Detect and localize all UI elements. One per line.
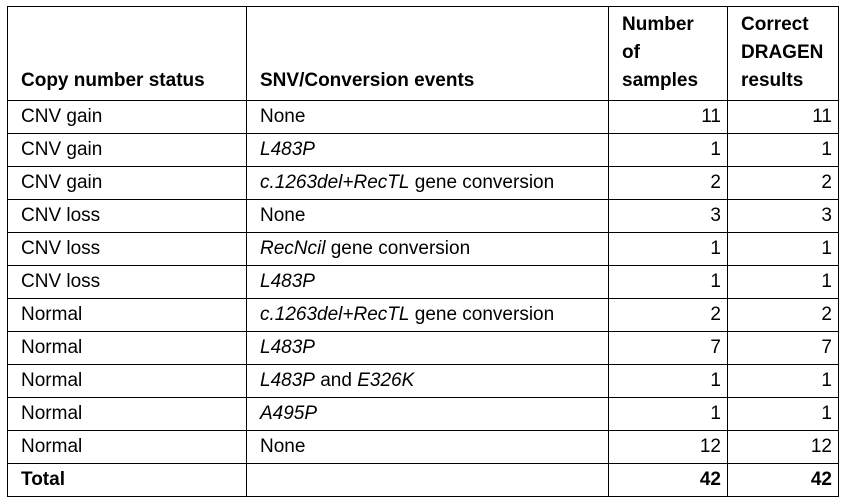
event-text: gene conversion <box>409 171 555 193</box>
num-samples-cell: 1 <box>608 232 728 266</box>
header-line: Correct <box>741 14 809 35</box>
num-samples-cell: 2 <box>608 298 728 332</box>
correct-dragen-cell: 1 <box>727 397 839 431</box>
table-row: Normal L483P 7 7 <box>7 331 839 365</box>
correct-dragen-cell: 12 <box>727 430 839 464</box>
gene-variant-text: A495P <box>260 402 318 424</box>
correct-dragen-cell: 1 <box>727 265 839 299</box>
event-text: None <box>260 204 306 226</box>
gene-variant-text: c.1263del+RecTL <box>260 303 410 325</box>
copy-number-status-cell: CNV gain <box>7 100 247 134</box>
dragen-validation-table: Copy number status SNV/Conversion events N… <box>7 6 839 497</box>
header-line: Copy number status <box>21 70 205 91</box>
total-correct-dragen-cell: 42 <box>727 463 839 497</box>
copy-number-status-cell: Normal <box>7 331 247 365</box>
header-line: DRAGEN <box>741 42 824 63</box>
copy-number-status-cell: Normal <box>7 364 247 398</box>
snv-events-cell: c.1263del+RecTL gene conversion <box>246 166 609 200</box>
table-header: Copy number status SNV/Conversion events N… <box>7 6 839 101</box>
snv-events-cell: c.1263del+RecTL gene conversion <box>246 298 609 332</box>
gene-variant-text: L483P <box>260 336 315 358</box>
snv-events-cell: L483P and E326K <box>246 364 609 398</box>
num-samples-cell: 7 <box>608 331 728 365</box>
snv-events-cell: None <box>246 100 609 134</box>
table-row: CNV loss L483P 1 1 <box>7 265 839 299</box>
table-row: CNV loss None 3 3 <box>7 199 839 233</box>
header-line: of <box>622 42 640 63</box>
num-samples-cell: 1 <box>608 265 728 299</box>
num-samples-cell: 11 <box>608 100 728 134</box>
correct-dragen-cell: 11 <box>727 100 839 134</box>
copy-number-status-cell: Normal <box>7 430 247 464</box>
table-row: CNV gain L483P 1 1 <box>7 133 839 167</box>
event-text: gene conversion <box>325 237 471 259</box>
copy-number-status-cell: CNV gain <box>7 133 247 167</box>
snv-events-cell: L483P <box>246 265 609 299</box>
column-header-correct-dragen: Correct DRAGEN results <box>727 6 839 101</box>
gene-variant-text: RecNcil <box>260 237 326 259</box>
gene-variant-text: L483P <box>260 270 315 292</box>
header-row: Copy number status SNV/Conversion events N… <box>7 6 839 101</box>
num-samples-cell: 1 <box>608 133 728 167</box>
table-row: CNV gain c.1263del+RecTL gene conversion 2… <box>7 166 839 200</box>
total-label-cell: Total <box>7 463 247 497</box>
num-samples-cell: 3 <box>608 199 728 233</box>
snv-events-cell: L483P <box>246 331 609 365</box>
snv-events-cell: L483P <box>246 133 609 167</box>
snv-events-cell: RecNcil gene conversion <box>246 232 609 266</box>
copy-number-status-cell: Normal <box>7 298 247 332</box>
num-samples-cell: 1 <box>608 364 728 398</box>
header-line: samples <box>622 70 699 91</box>
column-header-copy-number-status: Copy number status <box>7 6 247 101</box>
event-text: gene conversion <box>409 303 555 325</box>
gene-variant-text: E326K <box>357 369 415 391</box>
copy-number-status-cell: CNV loss <box>7 265 247 299</box>
event-text: None <box>260 435 306 457</box>
correct-dragen-cell: 1 <box>727 364 839 398</box>
total-row: Total 42 42 <box>7 463 839 497</box>
gene-variant-text: L483P <box>260 369 315 391</box>
copy-number-status-cell: CNV loss <box>7 232 247 266</box>
header-line: Number <box>622 14 694 35</box>
header-line: SNV/Conversion events <box>260 70 475 91</box>
table-body: CNV gain None 11 11 CNV gain L483P 1 1 CNV gain c… <box>7 100 839 497</box>
table-row: CNV loss RecNcil gene conversion 1 1 <box>7 232 839 266</box>
header-line: results <box>741 70 804 91</box>
snv-events-cell: None <box>246 199 609 233</box>
copy-number-status-cell: CNV gain <box>7 166 247 200</box>
column-header-snv-events: SNV/Conversion events <box>246 6 609 101</box>
table-row: Normal c.1263del+RecTL gene conversion 2 2 <box>7 298 839 332</box>
gene-variant-text: c.1263del+RecTL <box>260 171 410 193</box>
copy-number-status-cell: Normal <box>7 397 247 431</box>
copy-number-status-cell: CNV loss <box>7 199 247 233</box>
snv-events-cell: A495P <box>246 397 609 431</box>
correct-dragen-cell: 1 <box>727 232 839 266</box>
gene-variant-text: L483P <box>260 138 315 160</box>
column-header-num-samples: Number of samples <box>608 6 728 101</box>
correct-dragen-cell: 2 <box>727 166 839 200</box>
num-samples-cell: 12 <box>608 430 728 464</box>
num-samples-cell: 1 <box>608 397 728 431</box>
correct-dragen-cell: 1 <box>727 133 839 167</box>
snv-events-cell: None <box>246 430 609 464</box>
event-text: None <box>260 105 306 127</box>
num-samples-cell: 2 <box>608 166 728 200</box>
total-events-cell <box>246 463 609 497</box>
correct-dragen-cell: 2 <box>727 298 839 332</box>
table-row: Normal A495P 1 1 <box>7 397 839 431</box>
table-row: Normal L483P and E326K 1 1 <box>7 364 839 398</box>
table-row: Normal None 12 12 <box>7 430 839 464</box>
total-num-samples-cell: 42 <box>608 463 728 497</box>
table-row: CNV gain None 11 11 <box>7 100 839 134</box>
event-text: and <box>314 369 358 391</box>
correct-dragen-cell: 3 <box>727 199 839 233</box>
correct-dragen-cell: 7 <box>727 331 839 365</box>
